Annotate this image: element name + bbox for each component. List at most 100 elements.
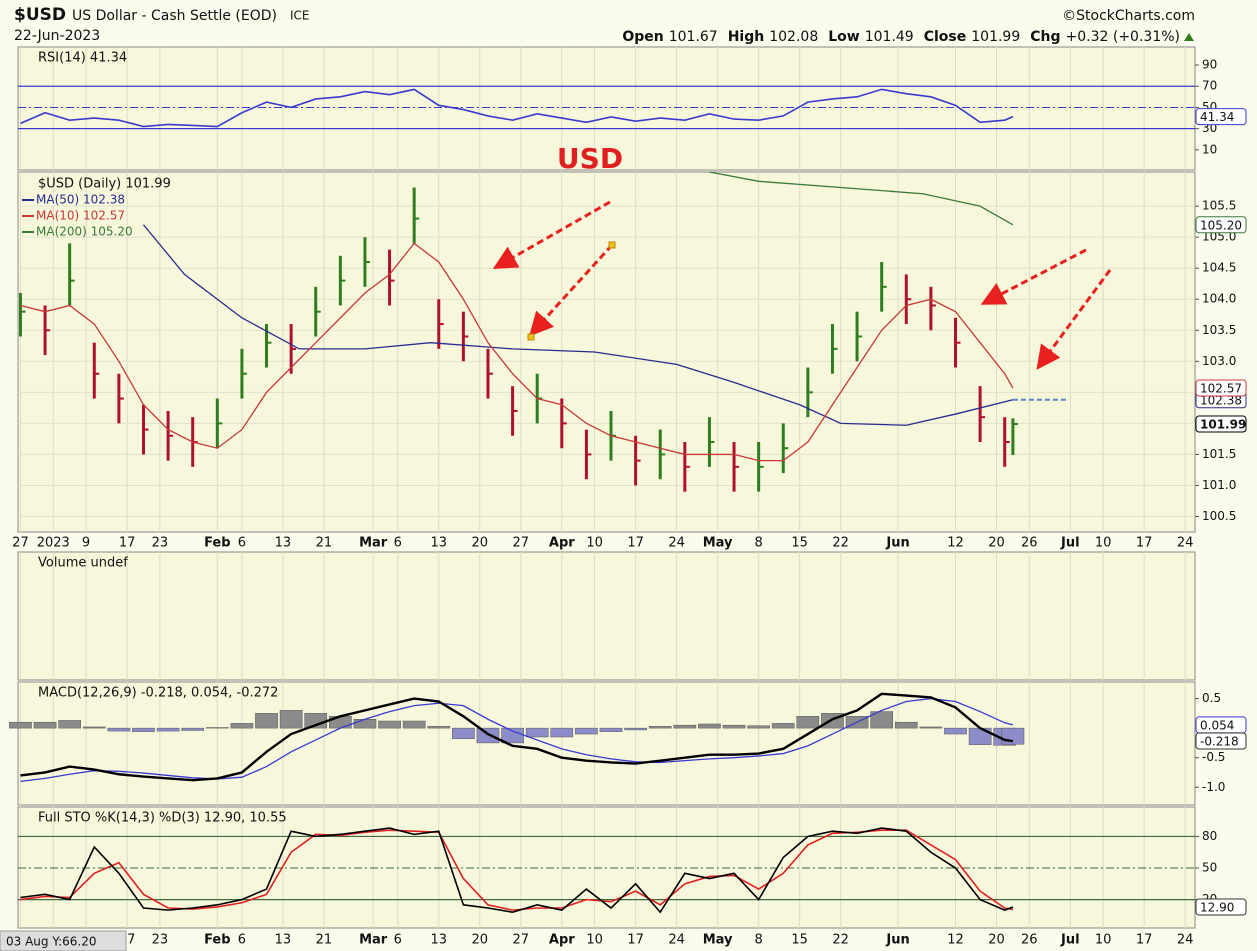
quote-label: Low bbox=[828, 29, 860, 45]
histogram-bar bbox=[353, 719, 377, 729]
x-tick-label: 6 bbox=[238, 536, 246, 551]
histogram-bar bbox=[624, 727, 647, 731]
y-tick-label: 105.5 bbox=[1202, 199, 1236, 213]
histogram-bar bbox=[9, 721, 32, 729]
value-tag-label: 0.054 bbox=[1200, 718, 1234, 732]
value-tag bbox=[1195, 108, 1247, 126]
value-tag-label: 102.57 bbox=[1200, 382, 1242, 396]
x-tick-label: May bbox=[703, 536, 733, 551]
x-tick-label: 17 bbox=[1136, 933, 1153, 948]
value-tag-label: -0.218 bbox=[1200, 735, 1239, 749]
panel-title: Full STO %K(14,3) %D(3) 12.90, 10.55 bbox=[38, 811, 287, 826]
x-tick-label: 8 bbox=[755, 536, 763, 551]
x-tick-label: Jun bbox=[885, 536, 909, 551]
x-tick-label: 15 bbox=[791, 933, 808, 948]
series-line bbox=[20, 692, 1014, 782]
histogram-bar bbox=[378, 720, 401, 729]
x-tick-label: Jul bbox=[1060, 933, 1080, 948]
marker bbox=[608, 241, 616, 249]
panel bbox=[17, 171, 1196, 533]
x-tick-label: 20 bbox=[988, 933, 1005, 948]
x-tick-label: 23 bbox=[152, 536, 169, 551]
panel-title: RSI(14) 41.34 bbox=[38, 51, 127, 66]
x-tick-label: 24 bbox=[1177, 536, 1194, 551]
histogram-bar bbox=[771, 723, 795, 729]
x-tick-label: Jun bbox=[885, 933, 909, 948]
moving-average bbox=[709, 171, 1014, 226]
y-tick-label: 0.5 bbox=[1202, 691, 1221, 705]
x-tick-label: Feb bbox=[204, 933, 230, 948]
x-tick-label: 6 bbox=[238, 933, 246, 948]
x-tick-label: 12 bbox=[947, 933, 964, 948]
arrow bbox=[1036, 269, 1112, 370]
panel-title: MACD(12,26,9) -0.218, 0.054, -0.272 bbox=[38, 686, 278, 701]
x-tick-label: 17 bbox=[1136, 536, 1153, 551]
x-tick-label: 10 bbox=[586, 536, 603, 551]
quote-value: 101.49 bbox=[865, 29, 914, 45]
panel-title: Volume undef bbox=[38, 556, 128, 571]
histogram-bar bbox=[230, 723, 254, 729]
x-tick-label: 9 bbox=[82, 536, 90, 551]
annotation: USD bbox=[557, 142, 623, 175]
x-tick-label: 22 bbox=[832, 536, 849, 551]
quote-value: +0.32 (+0.31%) bbox=[1066, 29, 1180, 45]
x-tick-label: 8 bbox=[755, 933, 763, 948]
x-tick-label: 20 bbox=[472, 933, 489, 948]
histogram-bar bbox=[870, 711, 894, 729]
quote-label: High bbox=[728, 29, 765, 45]
histogram-bar bbox=[402, 720, 426, 729]
x-tick-label: 24 bbox=[668, 933, 685, 948]
histogram-bar bbox=[673, 724, 697, 729]
moving-average bbox=[20, 242, 1014, 462]
x-tick-label: Apr bbox=[549, 933, 575, 948]
symbol: $USD bbox=[14, 5, 66, 25]
x-tick-label: 21 bbox=[316, 933, 333, 948]
x-tick-label: 6 bbox=[394, 933, 402, 948]
value-tag-label: 102.38 bbox=[1200, 393, 1242, 407]
x-tick-label: Apr bbox=[549, 536, 575, 551]
cursor-readout: 03 Aug Y:66.20 bbox=[6, 935, 96, 949]
y-tick-label: 101.5 bbox=[1202, 447, 1236, 461]
x-tick-label: 13 bbox=[275, 933, 292, 948]
instrument-name: US Dollar - Cash Settle (EOD) bbox=[72, 8, 277, 24]
value-tag bbox=[1195, 732, 1247, 750]
quote-label: Close bbox=[924, 29, 967, 45]
histogram-bar bbox=[894, 721, 918, 729]
x-tick-label: 26 bbox=[1021, 536, 1038, 551]
x-tick-label: Jul bbox=[1060, 536, 1080, 551]
x-tick-label: May bbox=[703, 933, 733, 948]
value-tag-label: 41.34 bbox=[1200, 110, 1234, 124]
y-tick-label: 100.5 bbox=[1202, 509, 1236, 523]
series-line bbox=[20, 697, 1014, 782]
x-tick-label: 24 bbox=[1177, 933, 1194, 948]
marker bbox=[527, 333, 535, 341]
x-tick-label: 17 bbox=[627, 933, 644, 948]
y-tick-label: 103.5 bbox=[1202, 323, 1236, 337]
date: 22-Jun-2023 bbox=[14, 28, 100, 44]
histogram-bar bbox=[255, 713, 278, 729]
quote: Open 101.67 High 102.08 Low 101.49 Close 101.99… bbox=[622, 29, 1180, 45]
histogram-bar bbox=[107, 727, 131, 732]
histogram-bar bbox=[648, 726, 672, 729]
x-tick-label: 2023 bbox=[37, 536, 70, 551]
x-tick-label: 26 bbox=[1021, 933, 1038, 948]
histogram-bar bbox=[452, 727, 475, 740]
x-tick-label: 10 bbox=[586, 933, 603, 948]
histogram-bar bbox=[58, 720, 81, 729]
histogram-bar bbox=[33, 721, 57, 729]
x-tick-label: Mar bbox=[359, 536, 388, 551]
arrow bbox=[528, 243, 614, 337]
histogram-bar bbox=[550, 727, 574, 738]
quote-value: 101.67 bbox=[669, 29, 718, 45]
histogram-bar bbox=[427, 726, 451, 729]
histogram-bar bbox=[82, 726, 106, 729]
histogram-bar bbox=[156, 727, 180, 732]
quote-label: Chg bbox=[1030, 29, 1060, 45]
panel bbox=[17, 551, 1196, 681]
histogram-bar bbox=[1001, 727, 1025, 745]
y-tick-label: -1.0 bbox=[1202, 780, 1225, 794]
y-tick-label: 10 bbox=[1202, 142, 1217, 156]
panel bbox=[17, 46, 1196, 171]
